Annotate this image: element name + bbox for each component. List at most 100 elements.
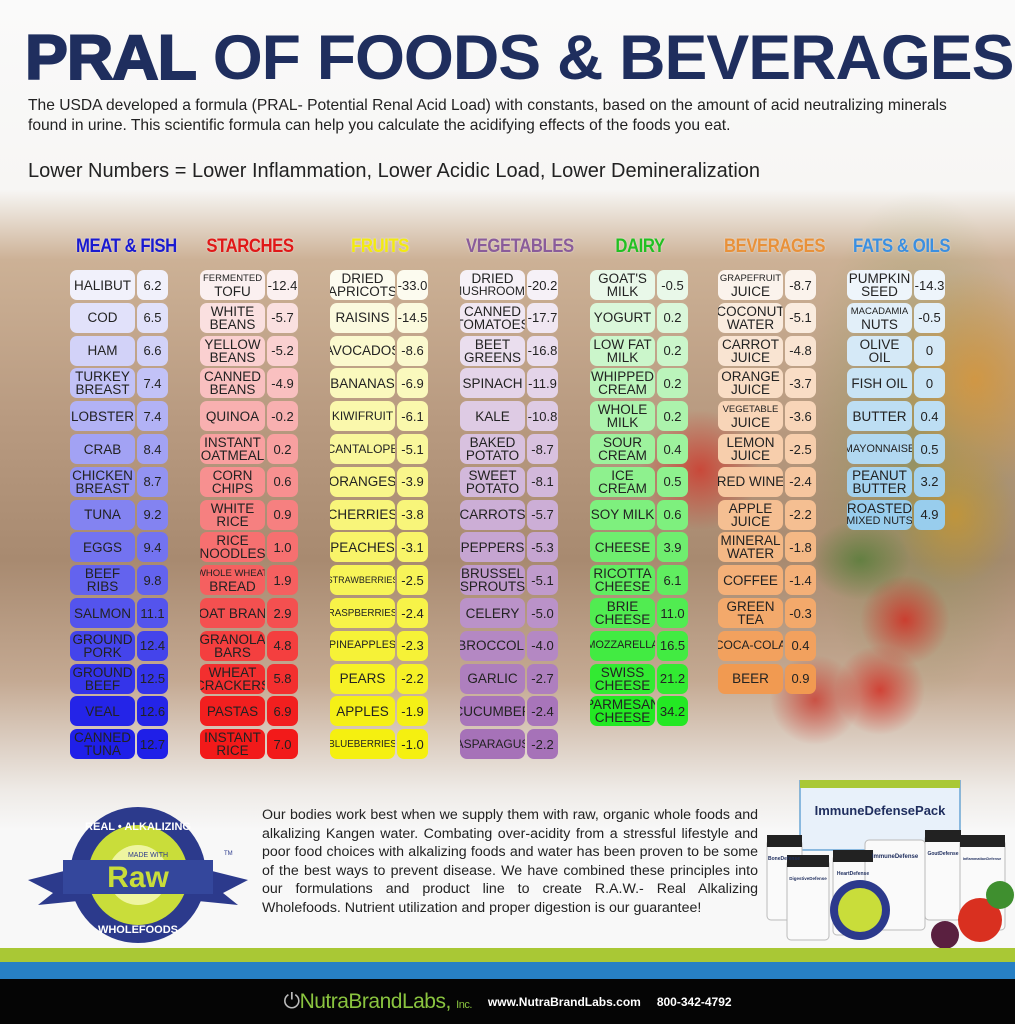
food-name: GRANOLA BARS [200, 630, 265, 661]
pral-value: -14.5 [397, 302, 428, 333]
food-name: FISH OIL [847, 368, 912, 399]
pral-value: 12.4 [137, 630, 168, 661]
food-name: LEMON JUICE [718, 434, 783, 464]
food-row: COCONUT WATER -5.1 [718, 302, 818, 333]
food-name: BEET GREENS [460, 335, 525, 366]
food-row: LOBSTER 7.4 [70, 401, 170, 432]
pral-value: 9.4 [137, 532, 168, 563]
pral-value: -8.7 [527, 434, 558, 464]
food-name: YELLOW BEANS [200, 335, 265, 366]
pral-value: -2.2 [527, 729, 558, 760]
pral-value: -2.4 [785, 466, 816, 497]
pral-value: 3.9 [657, 532, 688, 563]
food-row: SOY MILK 0.6 [590, 499, 690, 530]
food-name: BRUSSEL SPROUTS [460, 565, 525, 596]
pral-value: -8.1 [527, 466, 558, 497]
column-dairy: DAIRY GOAT'S MILK -0.5 YOGURT 0.2 LOW FAT MILK 0… [590, 236, 690, 727]
website-link[interactable]: www.NutraBrandLabs.com [487, 994, 641, 1009]
pral-value: 16.5 [657, 630, 688, 661]
food-name: CANNED BEANS [200, 368, 265, 399]
food-row: CHICKEN BREAST 8.7 [70, 466, 170, 497]
food-name: STRAWBERRIES [330, 565, 395, 596]
pral-value: 4.9 [914, 499, 945, 530]
food-name: RAISINS [330, 302, 395, 333]
green-stripe [0, 948, 1015, 962]
food-name: CHICKEN BREAST [70, 466, 135, 497]
food-row: PEARS -2.2 [330, 663, 430, 694]
food-row: RAISINS -14.5 [330, 302, 430, 333]
pral-value: 34.2 [657, 696, 688, 727]
food-row: GROUND PORK 12.4 [70, 630, 170, 661]
pral-value: 12.7 [137, 729, 168, 760]
pral-value: 6.6 [137, 335, 168, 366]
food-name: TUNA [70, 499, 135, 530]
food-row: RICE NOODLES 1.0 [200, 532, 300, 563]
pral-value: 1.9 [267, 565, 298, 596]
logo-bottom-text: WHOLEFOODS [98, 924, 178, 936]
page-title: PRAL OF FOODS & BEVERAGES [24, 22, 1015, 94]
food-row: OLIVE OIL 0 [847, 335, 947, 366]
food-name: CARROTS [460, 499, 525, 530]
pral-value: 0.2 [657, 401, 688, 432]
intro-text: The USDA developed a formula (PRAL- Pote… [28, 97, 947, 134]
pral-value: -11.9 [527, 368, 558, 399]
food-row: WHEATCRACKERS5.8 [200, 663, 300, 694]
food-name: ASPARAGUS [460, 729, 525, 760]
power-icon: ⏻ [283, 989, 300, 1013]
pral-value: -12.4 [267, 270, 298, 300]
food-row: SWEET POTATO -8.1 [460, 466, 560, 497]
food-name: OLIVE OIL [847, 335, 912, 366]
column-title: FRUITS [351, 236, 409, 257]
food-row: WHITE BEANS -5.7 [200, 302, 300, 333]
pral-value: -8.7 [785, 270, 816, 300]
food-row: PUMPKIN SEED -14.3 [847, 270, 947, 300]
food-name: HALIBUT [70, 270, 135, 300]
bottle-label: BoneDefense [768, 856, 800, 862]
pral-value: 7.4 [137, 368, 168, 399]
food-row: BEEF RIBS 9.8 [70, 565, 170, 596]
pral-value: 0.6 [267, 466, 298, 497]
food-row: AVOCADOS-8.6 [330, 335, 430, 366]
food-row: CELERY -5.0 [460, 598, 560, 628]
food-row: BEET GREENS -16.8 [460, 335, 560, 366]
pral-value: 0.2 [267, 434, 298, 464]
food-name: GROUND BEEF [70, 663, 135, 694]
food-name: HAM [70, 335, 135, 366]
pral-value: -3.9 [397, 466, 428, 497]
food-row: KALE -10.8 [460, 401, 560, 432]
food-row: VEAL 12.6 [70, 696, 170, 727]
food-name: KIWIFRUIT [330, 401, 395, 432]
food-name: PEANUT BUTTER [847, 466, 912, 497]
pral-value: 0.4 [657, 434, 688, 464]
column-beverages: BEVERAGES GRAPEFRUIT JUICE -8.7 COCONUT WATER… [718, 236, 825, 694]
pral-value: -3.8 [397, 499, 428, 530]
food-row: WHITE RICE 0.9 [200, 499, 300, 530]
food-name: CARROT JUICE [718, 335, 783, 366]
food-row: WHIPPED CREAM 0.2 [590, 368, 690, 399]
pral-value: 0.2 [657, 335, 688, 366]
pral-value: 6.1 [657, 565, 688, 596]
food-name: PARMESANCHEESE [590, 696, 655, 727]
food-row: HAM 6.6 [70, 335, 170, 366]
food-row: WHOLE WHEAT BREAD 1.9 [200, 565, 300, 596]
food-row: GOAT'S MILK -0.5 [590, 270, 690, 300]
food-name: DRIED APRICOTS [330, 270, 395, 300]
food-row: SPINACH -11.9 [460, 368, 560, 399]
pral-value: -2.2 [397, 663, 428, 694]
food-name: MAYONNAISE [847, 434, 912, 464]
food-row: PARMESANCHEESE34.2 [590, 696, 690, 727]
food-row: TURKEY BREAST 7.4 [70, 368, 170, 399]
column-title: STARCHES [206, 236, 294, 257]
pral-value: -2.3 [397, 630, 428, 661]
food-row: DRIED APRICOTS -33.0 [330, 270, 430, 300]
food-name: ICE CREAM [590, 466, 655, 497]
food-name: GOAT'S MILK [590, 270, 655, 300]
food-name: YOGURT [590, 302, 655, 333]
food-row: INSTANT OATMEAL 0.2 [200, 434, 300, 464]
bottle-label: ImmuneDefense [872, 854, 919, 860]
food-name: BANANAS [330, 368, 395, 399]
pral-value: 0.9 [785, 663, 816, 694]
food-name: APPLE JUICE [718, 499, 783, 530]
food-name: RICE NOODLES [200, 532, 265, 563]
pral-value: 21.2 [657, 663, 688, 694]
